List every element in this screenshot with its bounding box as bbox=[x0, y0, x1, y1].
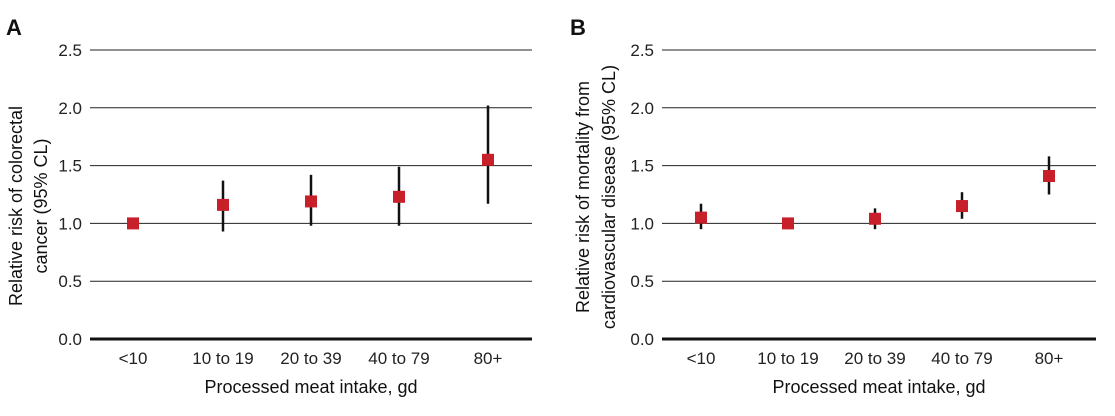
x-tick-label: 40 to 79 bbox=[931, 349, 992, 368]
data-point bbox=[393, 190, 405, 203]
y-tick-label: 1.5 bbox=[630, 157, 654, 176]
y-tick-label: 2.0 bbox=[58, 99, 82, 118]
y-tick-label: 2.5 bbox=[630, 41, 654, 60]
data-point bbox=[482, 153, 494, 166]
y-tick-label: 1.5 bbox=[58, 157, 82, 176]
y-tick-label: 1.0 bbox=[58, 214, 82, 233]
x-tick-label: 10 to 19 bbox=[192, 349, 253, 368]
y-tick-label: 1.0 bbox=[630, 214, 654, 233]
y-tick-label: 2.5 bbox=[58, 41, 82, 60]
x-tick-label: 10 to 19 bbox=[757, 349, 818, 368]
chart-panel-b: B 0.0 0.5 1.0 1.5 2.0 2.5 <10 10 to 19 20 to 39 40… bbox=[570, 15, 1096, 397]
y-tick-label: 0.0 bbox=[630, 330, 654, 349]
data-point bbox=[305, 195, 317, 208]
data-point bbox=[217, 198, 229, 211]
y-axis-label: Relative risk of mortality from bbox=[573, 81, 593, 313]
panel-label: A bbox=[6, 15, 22, 40]
data-point bbox=[1043, 170, 1055, 183]
data-point bbox=[695, 211, 707, 224]
x-tick-label: 80+ bbox=[474, 349, 503, 368]
x-tick-label: 80+ bbox=[1035, 349, 1064, 368]
x-tick-label: 20 to 39 bbox=[844, 349, 905, 368]
y-axis-label: cancer (95% CL) bbox=[31, 138, 51, 273]
panel-label: B bbox=[570, 15, 586, 40]
y-axis-label: cardiovascular disease (95% CL) bbox=[599, 65, 619, 329]
y-tick-label: 0.0 bbox=[58, 330, 82, 349]
data-point bbox=[869, 212, 881, 225]
x-axis-label: Processed meat intake, gd bbox=[204, 377, 417, 397]
data-point bbox=[956, 200, 968, 213]
chart-panel-a: A 0.0 0.5 1.0 1.5 2.0 2.5 <10 10 to 19 20 to 39 40… bbox=[6, 15, 532, 397]
x-tick-label: 20 to 39 bbox=[280, 349, 341, 368]
x-tick-label: 40 to 79 bbox=[368, 349, 429, 368]
x-axis-label: Processed meat intake, gd bbox=[772, 377, 985, 397]
y-tick-label: 2.0 bbox=[630, 99, 654, 118]
y-axis-label: Relative risk of colorectal bbox=[6, 106, 26, 306]
x-tick-label: <10 bbox=[687, 349, 716, 368]
x-tick-label: <10 bbox=[119, 349, 148, 368]
y-tick-label: 0.5 bbox=[630, 272, 654, 291]
data-point bbox=[782, 217, 794, 230]
y-tick-label: 0.5 bbox=[58, 272, 82, 291]
data-point bbox=[127, 217, 139, 230]
